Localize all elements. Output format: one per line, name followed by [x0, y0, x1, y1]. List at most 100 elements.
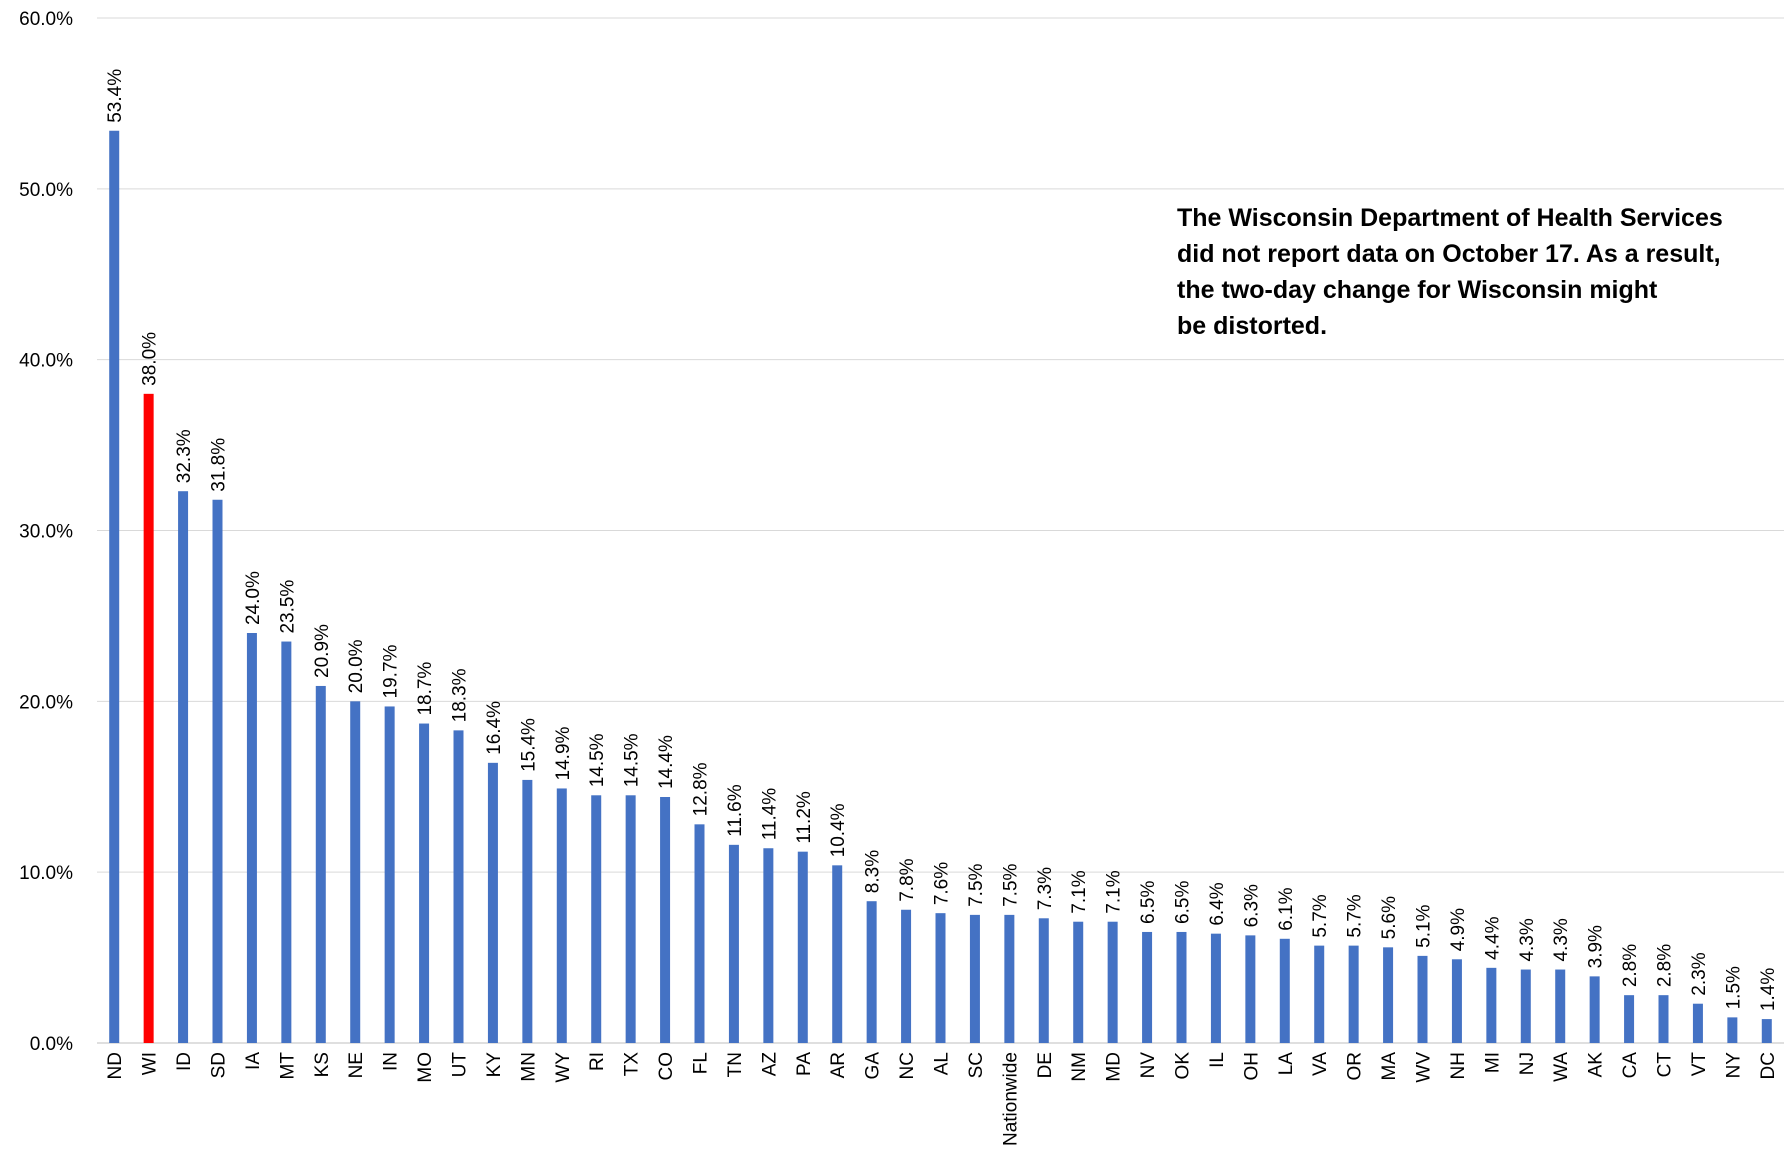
x-tick-label: KY — [484, 1052, 505, 1078]
bar-oh — [1245, 935, 1256, 1043]
bar-nv — [1142, 931, 1153, 1043]
x-tick-label: AL — [932, 1052, 953, 1075]
data-label: 14.5% — [587, 733, 608, 787]
data-label: 7.1% — [1104, 870, 1125, 913]
data-label: 2.3% — [1689, 952, 1710, 995]
data-label: 2.8% — [1620, 944, 1641, 987]
wisconsin-annotation: The Wisconsin Department of Health Servi… — [1177, 200, 1777, 344]
data-label: 16.4% — [484, 701, 505, 755]
x-tick-label: UT — [450, 1052, 471, 1078]
x-tick-label: CT — [1655, 1052, 1676, 1078]
bar-mn — [522, 779, 533, 1043]
data-label: 31.8% — [209, 438, 230, 492]
annotation-line-2: did not report data on October 17. As a … — [1177, 240, 1721, 268]
bar-co — [660, 797, 671, 1043]
y-tick-label: 40.0% — [19, 351, 73, 372]
bar-ct — [1658, 995, 1669, 1043]
annotation-line-3: the two-day change for Wisconsin might — [1177, 276, 1658, 304]
x-tick-label: IN — [381, 1052, 402, 1071]
data-label: 53.4% — [105, 69, 126, 123]
x-tick-label: SD — [209, 1052, 230, 1078]
x-tick-label: KS — [312, 1052, 333, 1077]
bar-ok — [1176, 931, 1187, 1043]
data-label: 4.4% — [1482, 916, 1503, 959]
x-tick-label: IA — [243, 1052, 264, 1070]
data-label: 4.3% — [1551, 918, 1572, 961]
bar-ma — [1383, 947, 1394, 1043]
x-tick-label: MN — [518, 1052, 539, 1082]
annotation-line-1: The Wisconsin Department of Health Servi… — [1177, 204, 1723, 232]
data-label: 20.9% — [312, 624, 333, 678]
data-label: 15.4% — [518, 718, 539, 772]
x-tick-label: TX — [622, 1052, 643, 1077]
x-tick-label: NC — [897, 1052, 918, 1079]
data-label: 11.4% — [759, 788, 780, 841]
x-tick-label: DC — [1758, 1052, 1779, 1079]
x-tick-label: OK — [1173, 1052, 1194, 1080]
bar-wi — [143, 393, 154, 1043]
data-label: 14.9% — [553, 726, 574, 780]
bar-mt — [281, 641, 292, 1043]
data-label: 6.4% — [1207, 882, 1228, 925]
bar-sd — [212, 499, 223, 1043]
x-tick-label: MO — [415, 1052, 436, 1083]
data-label: 7.5% — [966, 863, 987, 906]
data-label: 19.7% — [381, 644, 402, 698]
data-label: 4.3% — [1517, 918, 1538, 961]
data-labels: 53.4% 38.0% 32.3% 31.8% 24.0% 23.5% 20.9% 20.0%… — [105, 69, 1779, 1011]
bar-or — [1348, 945, 1359, 1043]
bar-ne — [350, 701, 361, 1043]
bar-wy — [556, 788, 567, 1043]
bar-nm — [1073, 921, 1084, 1043]
bar-ca — [1624, 995, 1635, 1043]
x-tick-label: RI — [587, 1052, 608, 1071]
x-tick-label: VA — [1310, 1052, 1331, 1076]
data-label: 5.7% — [1310, 894, 1331, 937]
x-tick-label: CA — [1620, 1052, 1641, 1079]
data-label: 38.0% — [140, 332, 161, 386]
bar-nd — [109, 130, 120, 1043]
y-tick-label: 20.0% — [19, 692, 73, 713]
y-axis-tick-labels: 0.0% 10.0% 20.0% 30.0% 40.0% 50.0% 60.0% — [19, 9, 73, 1055]
x-tick-label: ND — [105, 1052, 126, 1079]
data-label: 8.3% — [863, 850, 884, 893]
x-tick-label: AK — [1586, 1052, 1607, 1078]
bar-ny — [1727, 1017, 1738, 1043]
x-tick-label: OH — [1241, 1052, 1262, 1081]
x-tick-label: CO — [656, 1052, 677, 1081]
bar-fl — [694, 824, 705, 1043]
x-tick-label: AZ — [759, 1052, 780, 1077]
data-label: 5.1% — [1414, 904, 1435, 947]
data-label: 1.5% — [1723, 966, 1744, 1009]
bar-sc — [969, 914, 980, 1043]
gridlines — [97, 17, 1784, 1044]
x-tick-label: Nationwide — [1000, 1052, 1021, 1146]
x-tick-label: IL — [1207, 1052, 1228, 1068]
x-tick-label: NJ — [1517, 1052, 1538, 1075]
bar-ky — [487, 762, 498, 1043]
y-tick-label: 50.0% — [19, 180, 73, 201]
data-label: 23.5% — [277, 580, 298, 634]
x-tick-label: NV — [1138, 1052, 1159, 1079]
data-label: 7.3% — [1035, 867, 1056, 910]
x-tick-label: FL — [691, 1052, 712, 1074]
data-label: 6.5% — [1138, 881, 1159, 924]
data-label: 6.1% — [1276, 887, 1297, 930]
data-label: 11.2% — [794, 791, 815, 844]
data-label: 12.8% — [691, 762, 712, 816]
data-label: 11.6% — [725, 784, 746, 837]
x-tick-label: WA — [1551, 1052, 1572, 1082]
bar-tx — [625, 795, 636, 1043]
bar-wa — [1555, 969, 1566, 1043]
bar-il — [1210, 933, 1221, 1043]
bar-ia — [246, 633, 257, 1043]
x-tick-label: MD — [1104, 1052, 1125, 1082]
data-label: 14.4% — [656, 735, 677, 789]
data-label: 2.8% — [1655, 944, 1676, 987]
data-label: 7.1% — [1069, 870, 1090, 913]
x-tick-label: AR — [828, 1052, 849, 1078]
bar-vt — [1692, 1003, 1703, 1043]
x-axis-tick-labels: ND WI ID SD IA MT KS NE IN MO UT KY MN WY RI TX CO FL TN AZ… — [105, 1052, 1779, 1146]
bar-ak — [1589, 976, 1600, 1043]
data-label: 14.5% — [622, 733, 643, 787]
